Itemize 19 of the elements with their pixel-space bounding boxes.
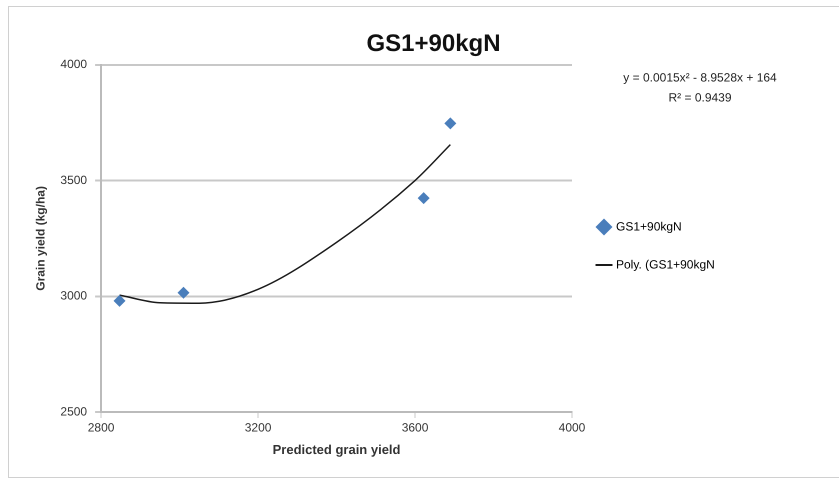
text: R² = 0.9439 xyxy=(668,90,732,104)
point xyxy=(178,286,190,299)
point xyxy=(418,192,430,204)
x-axis-title: Predicted grain yield xyxy=(272,442,401,457)
y-tick-label: 3500 xyxy=(60,172,88,187)
x-tick-label: 3600 xyxy=(402,420,429,435)
x-tick-label: 2800 xyxy=(88,420,115,435)
point xyxy=(444,117,456,130)
x-tick-label: 3200 xyxy=(244,420,272,435)
x-tick-label: 4000 xyxy=(558,420,586,435)
legend-label: Poly. (GS1+90kgN xyxy=(616,257,715,272)
text: y = 0.0015x² - 8.9528x + 164 xyxy=(623,70,778,84)
y-tick-label: 2500 xyxy=(60,404,88,418)
y-tick-label: 3000 xyxy=(60,288,88,303)
chart-title: GS1+90kgN xyxy=(366,30,501,58)
y-tick-label: 4000 xyxy=(60,57,88,72)
legend-label: GS1+90kgN xyxy=(616,219,682,234)
point xyxy=(114,294,126,307)
y-axis-title: Grain yield (kg/ha) xyxy=(34,186,48,291)
